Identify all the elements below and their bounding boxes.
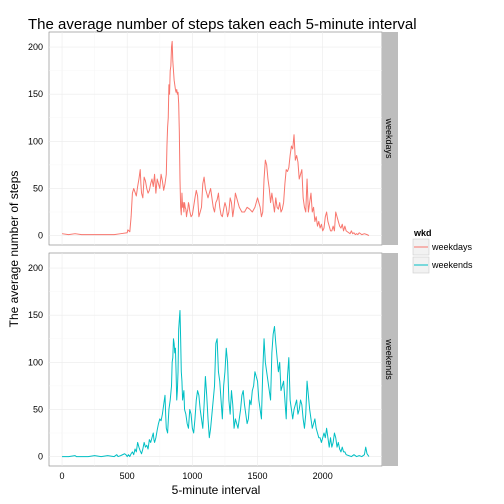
series-line-weekdays (61, 40, 370, 237)
y-tick-labels-top: 0 50 100 150 200 (28, 42, 43, 240)
strip-background-weekdays (382, 32, 398, 245)
facet-panel-weekends: 0 50 100 150 200 weekends (28, 252, 398, 467)
legend-label-weekends: weekends (431, 260, 473, 270)
legend-label-weekdays: weekdays (431, 242, 473, 252)
y-axis-title: The average number of steps (7, 171, 21, 328)
gridlines-bottom (49, 253, 382, 466)
legend: wkd weekdays weekends (412, 228, 473, 274)
x-tick-label: 500 (120, 471, 135, 481)
gridlines-top (49, 32, 382, 245)
y-tick-label: 50 (33, 183, 43, 193)
y-tick-label: 200 (28, 263, 43, 273)
x-axis-title: 5-minute interval (172, 483, 261, 497)
x-tick-labels: 0 500 1000 1500 2000 (60, 471, 333, 481)
x-tick-label: 1500 (248, 471, 268, 481)
y-tick-label: 50 (33, 404, 43, 414)
y-tick-label: 0 (38, 231, 43, 241)
series-line-weekends (62, 309, 370, 458)
y-tick-label: 200 (28, 42, 43, 52)
panel-background (48, 31, 383, 246)
x-tick-label: 1000 (182, 471, 202, 481)
x-tick-label: 0 (60, 471, 65, 481)
y-tick-label: 0 (38, 452, 43, 462)
facet-panel-weekdays: 0 50 100 150 200 weekdays (28, 31, 398, 246)
y-tick-label: 150 (28, 89, 43, 99)
strip-label-weekends: weekends (384, 338, 394, 380)
y-tick-label: 150 (28, 310, 43, 320)
legend-title: wkd (413, 228, 432, 238)
strip-label-weekdays: weekdays (384, 117, 394, 159)
legend-item-weekdays: weekdays (412, 238, 473, 256)
strip-background-weekends (382, 253, 398, 466)
y-tick-labels-bottom: 0 50 100 150 200 (28, 263, 43, 461)
x-tick-label: 2000 (313, 471, 333, 481)
series-bottom (62, 309, 370, 458)
legend-item-weekends: weekends (412, 256, 473, 274)
series-top (61, 40, 370, 237)
y-tick-label: 100 (28, 136, 43, 146)
chart-title: The average number of steps taken each 5… (28, 16, 417, 33)
y-tick-label: 100 (28, 357, 43, 367)
